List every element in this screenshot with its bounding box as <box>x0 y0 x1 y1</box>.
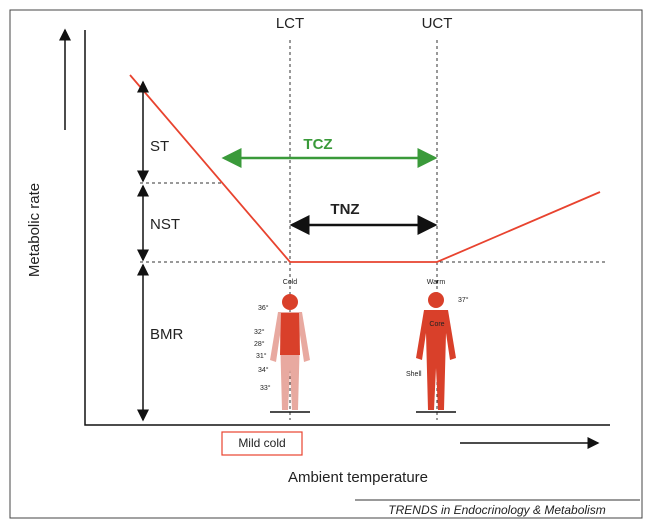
diagram: Metabolic rate LCT UCT ST NST BMR TCZ TN… <box>0 0 652 530</box>
frame <box>10 10 642 518</box>
tnz-label: TNZ <box>330 201 359 218</box>
warm-temp: 37° <box>458 296 469 304</box>
warm-figure <box>416 292 456 412</box>
y-label: Metabolic rate <box>26 183 43 277</box>
tcz-label: TCZ <box>303 136 332 153</box>
metabolic-curve <box>130 75 600 262</box>
mild-cold-label: Mild cold <box>238 436 285 450</box>
dashed-guides <box>140 40 605 420</box>
cold-label: Cold <box>283 279 298 286</box>
cold-temp: 34° <box>258 366 269 374</box>
cold-temp: 31° <box>256 352 267 360</box>
cold-temp: 33° <box>260 384 271 392</box>
bmr-label: BMR <box>150 326 184 343</box>
cold-temp: 36° <box>258 304 269 312</box>
lct-label: LCT <box>276 15 304 32</box>
cold-temp: 32° <box>254 328 265 336</box>
core-label: Core <box>429 321 444 328</box>
cold-temp: 28° <box>254 340 265 348</box>
source: TRENDS in Endocrinology & Metabolism <box>388 503 605 517</box>
nst-label: NST <box>150 216 180 233</box>
warm-label: Warm <box>427 279 446 286</box>
shell-label: Shell <box>406 371 422 378</box>
st-label: ST <box>150 138 169 155</box>
uct-label: UCT <box>422 15 453 32</box>
x-label: Ambient temperature <box>288 469 428 486</box>
